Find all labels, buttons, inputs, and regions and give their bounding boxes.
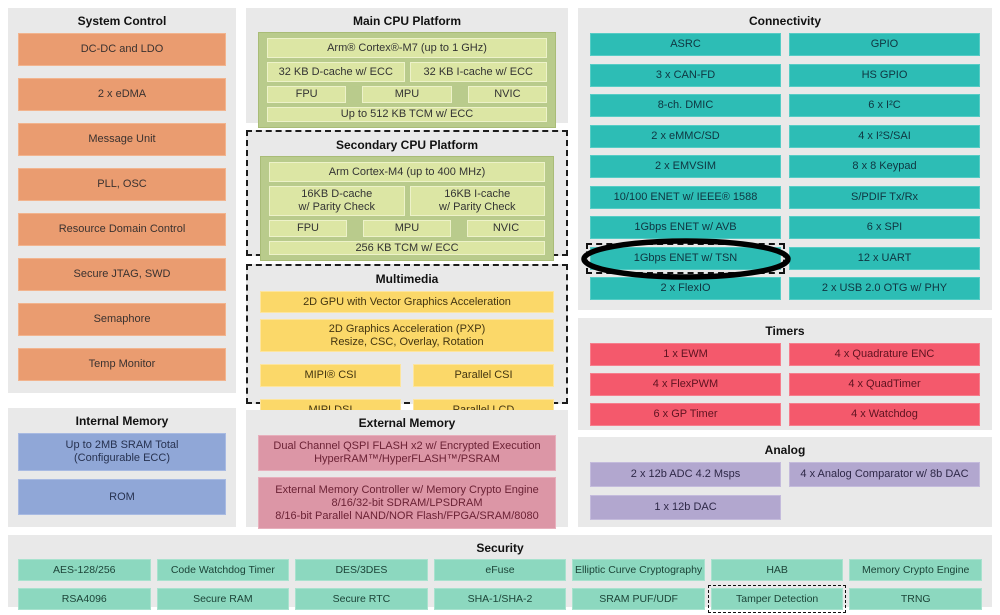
block-message-unit: Message Unit (18, 123, 226, 156)
block-keypad: 8 x 8 Keypad (789, 155, 980, 178)
block-spdif: S/PDIF Tx/Rx (789, 185, 980, 209)
block-m7-dcache: 32 KB D-cache w/ ECC (267, 62, 405, 82)
block-mipi-csi: MIPI® CSI (260, 364, 401, 387)
block-semaphore: Semaphore (18, 303, 226, 336)
secondary-cpu-container: Arm Cortex-M4 (up to 400 MHz) 16KB D-cac… (260, 156, 554, 261)
block-m4-dcache: 16KB D-cache w/ Parity Check (269, 186, 405, 216)
section-title-connectivity: Connectivity (748, 14, 821, 28)
block-dc-dc-ldo: DC-DC and LDO (18, 33, 226, 66)
block-m4-tcm: 256 KB TCM w/ ECC (269, 241, 545, 255)
section-connectivity: Connectivity ASRC GPIO 3 x CAN-FD HS GPI… (578, 8, 992, 310)
section-timers: Timers 1 x EWM 4 x Quadrature ENC 4 x Fl… (578, 318, 992, 430)
block-qspi-flash: Dual Channel QSPI FLASH x2 w/ Encrypted … (258, 435, 556, 471)
block-cortex-m4: Arm Cortex-M4 (up to 400 MHz) (269, 162, 545, 182)
block-quadrature-enc: 4 x Quadrature ENC (789, 343, 980, 366)
block-trng: TRNG (849, 588, 982, 610)
block-sram-puf-udf: SRAM PUF/UDF (572, 588, 705, 610)
block-code-watchdog-timer: Code Watchdog Timer (156, 559, 290, 581)
block-enet-tsn: 1Gbps ENET w/ TSN (585, 242, 786, 274)
block-dmic: 8-ch. DMIC (590, 94, 781, 117)
block-m4-nvic: NVIC (467, 220, 545, 237)
block-usb-otg: 2 x USB 2.0 OTG w/ PHY (789, 277, 980, 300)
block-m4-mpu: MPU (362, 220, 452, 237)
block-i2c: 6 x I²C (789, 94, 980, 117)
block-temp-monitor: Temp Monitor (18, 348, 226, 381)
block-flexpwm: 4 x FlexPWM (590, 373, 781, 396)
block-enet-1588: 10/100 ENET w/ IEEE® 1588 (590, 185, 781, 209)
block-flexio: 2 x FlexIO (590, 277, 781, 300)
block-quadtimer: 4 x QuadTimer (789, 373, 980, 396)
block-gpio: GPIO (789, 33, 980, 56)
block-memory-crypto-engine: Memory Crypto Engine (849, 559, 982, 581)
section-title-external-memory: External Memory (358, 416, 456, 430)
section-external-memory: External Memory Dual Channel QSPI FLASH … (246, 410, 568, 529)
block-analog-comparator: 4 x Analog Comparator w/ 8b DAC (789, 462, 980, 487)
block-rsa4096: RSA4096 (18, 588, 151, 610)
block-elliptic-curve-cryptography: Elliptic Curve Cryptography (572, 559, 705, 581)
block-resource-domain-control: Resource Domain Control (18, 213, 226, 246)
section-title-secondary-cpu: Secondary CPU Platform (335, 138, 479, 152)
block-parallel-csi: Parallel CSI (413, 364, 554, 387)
block-ewm: 1 x EWM (590, 343, 781, 366)
block-watchdog: 4 x Watchdog (789, 403, 980, 426)
block-hs-gpio: HS GPIO (789, 63, 980, 87)
section-title-timers: Timers (765, 324, 805, 338)
section-title-system-control: System Control (77, 14, 167, 28)
block-enet-avb: 1Gbps ENET w/ AVB (590, 216, 781, 239)
section-secondary-cpu-platform: Secondary CPU Platform Arm Cortex-M4 (up… (246, 130, 568, 261)
block-m7-icache: 32 KB I-cache w/ ECC (409, 62, 547, 82)
block-cortex-m7: Arm® Cortex®-M7 (up to 1 GHz) (267, 38, 547, 58)
section-system-control: System Control DC-DC and LDO 2 x eDMA Me… (8, 8, 236, 393)
block-hab: HAB (710, 559, 844, 581)
block-secure-rtc: Secure RTC (295, 588, 428, 610)
block-m7-tcm: Up to 512 KB TCM w/ ECC (267, 107, 547, 122)
block-efuse: eFuse (433, 559, 567, 581)
block-edma: 2 x eDMA (18, 78, 226, 111)
section-internal-memory: Internal Memory Up to 2MB SRAM Total (Co… (8, 408, 236, 527)
section-title-internal-memory: Internal Memory (75, 414, 169, 428)
block-secure-ram: Secure RAM (156, 588, 290, 610)
block-secure-jtag-swd: Secure JTAG, SWD (18, 258, 226, 291)
block-rom: ROM (18, 479, 226, 515)
block-2d-gpu: 2D GPU with Vector Graphics Acceleration (260, 291, 554, 313)
section-title-security: Security (476, 541, 524, 555)
block-uart: 12 x UART (789, 246, 980, 270)
section-main-cpu-platform: Main CPU Platform Arm® Cortex®-M7 (up to… (246, 8, 568, 128)
section-title-main-cpu: Main CPU Platform (352, 14, 461, 28)
block-m7-nvic: NVIC (467, 86, 547, 103)
block-tamper-detection: Tamper Detection (707, 585, 847, 613)
section-security: Security AES-128/256 Code Watchdog Timer… (8, 535, 992, 613)
block-external-memory-controller: External Memory Controller w/ Memory Cry… (258, 477, 556, 529)
block-des-3des: DES/3DES (295, 559, 428, 581)
block-m7-mpu: MPU (362, 86, 452, 103)
block-emvsim: 2 x EMVSIM (590, 155, 781, 178)
block-sram: Up to 2MB SRAM Total (Configurable ECC) (18, 433, 226, 471)
block-asrc: ASRC (590, 33, 781, 56)
block-m4-icache: 16KB I-cache w/ Parity Check (409, 186, 545, 216)
block-emmc-sd: 2 x eMMC/SD (590, 124, 781, 148)
block-pxp: 2D Graphics Acceleration (PXP) Resize, C… (260, 319, 554, 352)
block-spi: 6 x SPI (789, 216, 980, 239)
block-pll-osc: PLL, OSC (18, 168, 226, 201)
section-multimedia: Multimedia 2D GPU with Vector Graphics A… (246, 264, 568, 422)
block-m4-fpu: FPU (269, 220, 347, 237)
section-analog: Analog 2 x 12b ADC 4.2 Msps 4 x Analog C… (578, 437, 992, 527)
section-title-analog: Analog (764, 443, 806, 457)
block-adc: 2 x 12b ADC 4.2 Msps (590, 462, 781, 487)
section-title-multimedia: Multimedia (375, 272, 439, 286)
block-gp-timer: 6 x GP Timer (590, 403, 781, 426)
block-m7-fpu: FPU (267, 86, 347, 103)
block-aes: AES-128/256 (18, 559, 151, 581)
block-dac: 1 x 12b DAC (590, 494, 781, 520)
block-sha: SHA-1/SHA-2 (433, 588, 567, 610)
main-cpu-container: Arm® Cortex®-M7 (up to 1 GHz) 32 KB D-ca… (258, 32, 556, 128)
block-can-fd: 3 x CAN-FD (590, 63, 781, 87)
block-i2s-sai: 4 x I²S/SAI (789, 124, 980, 148)
